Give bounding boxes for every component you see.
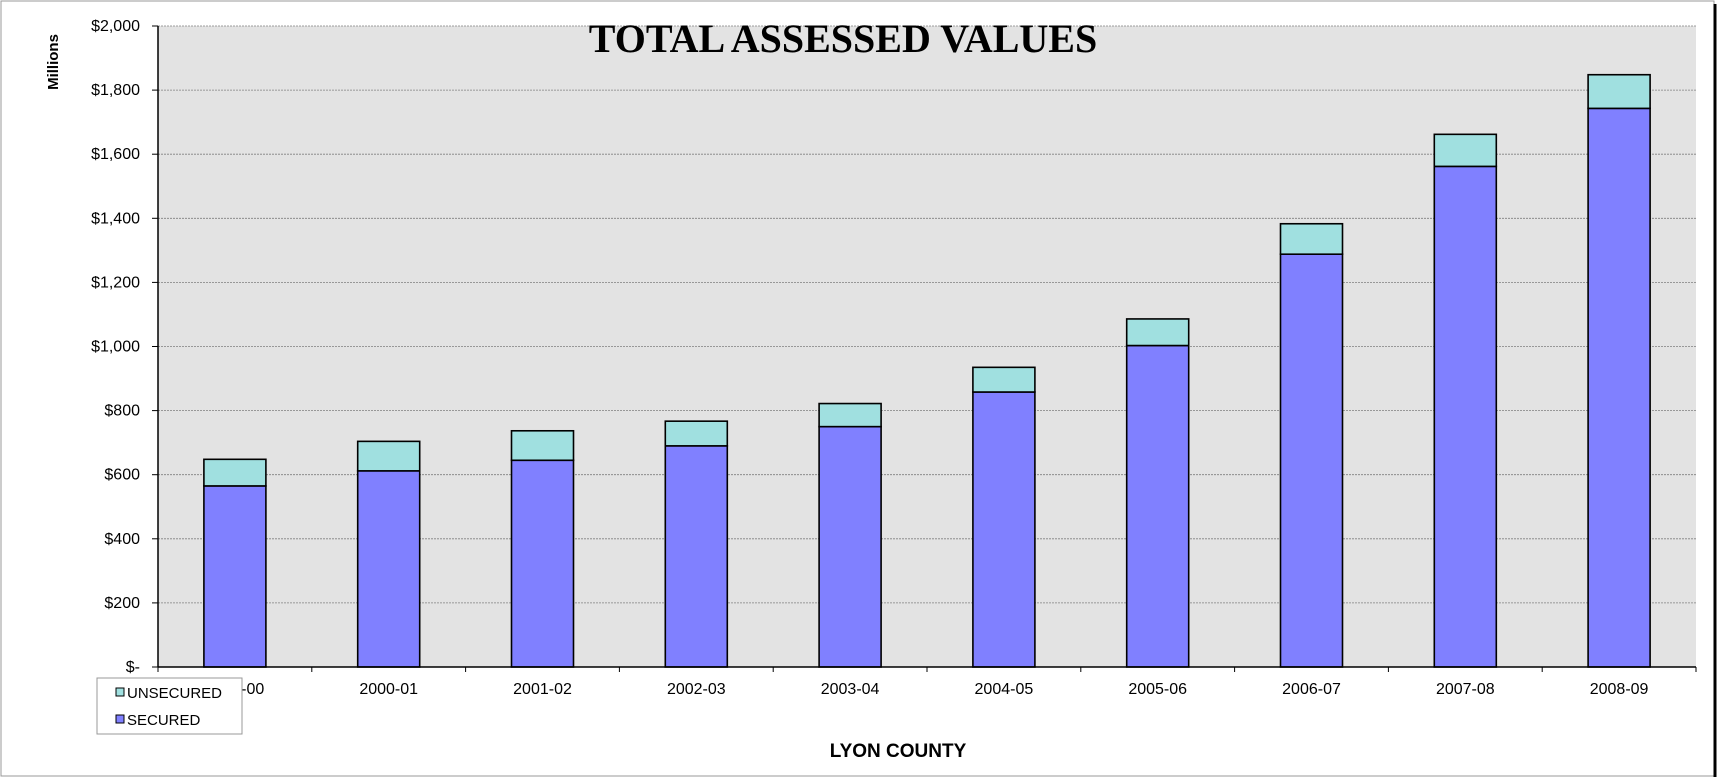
bar-secured-2000-01 bbox=[356, 470, 421, 668]
bar-secured-2005-06 bbox=[1125, 344, 1190, 668]
x-tick-label: 2003-04 bbox=[821, 681, 880, 698]
bar-secured-1999-00 bbox=[203, 485, 267, 668]
y-tick-label: $200 bbox=[104, 595, 140, 612]
legend-label-unsecured: UNSECURED bbox=[127, 685, 222, 702]
legend-box bbox=[96, 677, 243, 735]
y-tick-label: $1,200 bbox=[91, 274, 140, 291]
y-tick-label: $800 bbox=[104, 403, 140, 420]
bar-secured-2004-05 bbox=[972, 391, 1036, 668]
legend-label-secured: SECURED bbox=[127, 712, 201, 729]
bar-secured-2003-04 bbox=[818, 425, 882, 668]
bar-secured-2008-09 bbox=[1587, 107, 1651, 668]
bar-secured-2002-03 bbox=[664, 445, 729, 668]
bar-unsecured-2005-06 bbox=[1125, 318, 1190, 347]
bar-unsecured-2003-04 bbox=[818, 402, 882, 428]
x-tick-label: 2007-08 bbox=[1436, 681, 1495, 698]
bar-unsecured-1999-00 bbox=[203, 458, 267, 487]
x-tick-label: 2005-06 bbox=[1128, 681, 1187, 698]
y-axis-ticks: $- $200 $400 $600 $800 $1,000 $1,200 $1,400 $1,6… bbox=[91, 18, 158, 676]
y-tick-label: $- bbox=[126, 659, 140, 676]
x-tick-label: 2004-05 bbox=[975, 681, 1034, 698]
y-tick-label: $600 bbox=[104, 467, 140, 484]
bars bbox=[203, 73, 1651, 668]
bar-unsecured-2002-03 bbox=[664, 420, 729, 447]
y-tick-label: $2,000 bbox=[91, 18, 140, 35]
bar-secured-2001-02 bbox=[510, 459, 575, 668]
legend-swatch-unsecured bbox=[115, 687, 125, 697]
y-tick-label: $1,000 bbox=[91, 339, 140, 356]
x-tick-label: 2000-01 bbox=[359, 681, 418, 698]
bar-unsecured-2008-09 bbox=[1587, 73, 1651, 110]
y-tick-label: $1,800 bbox=[91, 82, 140, 99]
x-tick-label: 2008-09 bbox=[1590, 681, 1649, 698]
y-tick-label: $1,400 bbox=[91, 210, 140, 227]
bar-unsecured-2007-08 bbox=[1433, 133, 1498, 168]
chart-title: TOTAL ASSESSED VALUES bbox=[589, 16, 1097, 61]
x-tick-label: 2002-03 bbox=[667, 681, 726, 698]
y-axis-title: Millions bbox=[45, 34, 62, 90]
bar-secured-2007-08 bbox=[1433, 165, 1498, 668]
y-tick-label: $1,600 bbox=[91, 146, 140, 163]
x-axis-title: LYON COUNTY bbox=[830, 741, 967, 762]
bar-unsecured-2006-07 bbox=[1279, 222, 1344, 255]
bar-unsecured-2000-01 bbox=[356, 440, 421, 472]
x-tick-label: 2001-02 bbox=[513, 681, 572, 698]
x-tick-label: 2006-07 bbox=[1282, 681, 1341, 698]
bar-secured-2006-07 bbox=[1279, 253, 1344, 668]
legend-swatch-secured bbox=[115, 714, 125, 724]
bar-unsecured-2004-05 bbox=[972, 366, 1036, 393]
y-tick-label: $400 bbox=[104, 531, 140, 548]
x-axis-ticks: 1999-002000-012001-022002-032003-042004-… bbox=[157, 667, 1697, 698]
bar-unsecured-2001-02 bbox=[510, 429, 575, 462]
legend: UNSECURED SECURED bbox=[96, 677, 243, 735]
